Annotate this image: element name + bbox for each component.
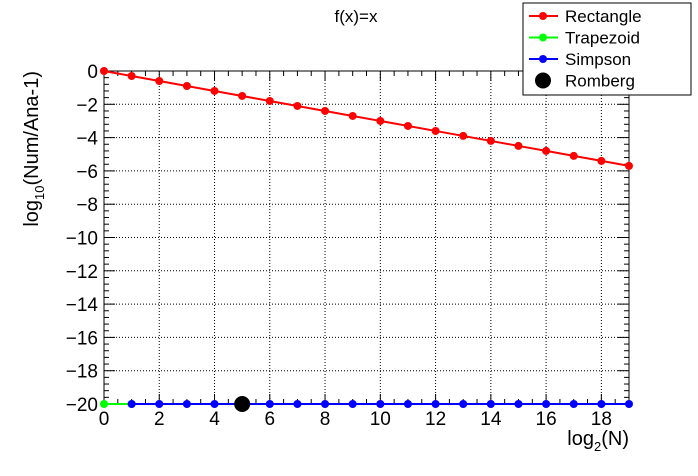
rectangle-point [597,156,606,165]
simpson-point [376,400,385,408]
y-tick-label: −6 [76,162,98,183]
simpson-point [431,400,440,408]
legend-trapezoid-label: Trapezoid [565,29,640,48]
rectangle-point [321,106,330,115]
rectangle-point [155,76,164,85]
rectangle-point [348,111,357,120]
y-axis-label-rest: (Num/Ana-1) [21,71,43,185]
rectangle-point [403,121,412,130]
simpson-point [597,400,606,408]
x-tick-label: 8 [320,409,331,430]
x-tick-label: 14 [480,409,502,430]
y-tick-label: −14 [66,295,99,316]
x-tick-label: 10 [370,409,391,430]
x-axis-label-base: log [567,428,594,450]
x-axis-label: log2(N) [567,428,629,454]
simpson-point [403,400,412,408]
simpson-point [321,400,330,408]
legend-items: Rectangle Trapezoid Simpson Romberg [529,7,642,91]
rectangle-point [376,116,385,125]
rectangle-point [182,81,191,90]
x-tick-label: 12 [425,409,446,430]
y-axis-label: log10(Num/Ana-1) [21,71,47,227]
rectangle-point [210,86,219,95]
legend-simpson-label: Simpson [565,50,631,69]
y-tick-label: −12 [66,262,98,283]
rectangle-point [293,101,302,110]
x-axis-label-rest: (N) [601,428,629,450]
simpson-point [348,400,357,408]
chart-title: f(x)=x [335,7,378,26]
rectangle-point [431,126,440,135]
y-tick-label: −20 [66,395,98,416]
legend-romberg-label: Romberg [565,72,635,91]
y-tick-label: −8 [76,195,98,216]
x-tick-label: 18 [591,409,612,430]
simpson-point [127,400,136,408]
rectangle-point [100,67,108,75]
simpson-point [514,400,523,408]
trapezoid-point [100,400,108,408]
y-tick-label: −10 [66,229,98,250]
simpson-point [210,400,219,408]
simpson-point [459,400,468,408]
x-tick-label: 16 [536,409,557,430]
rectangle-point [459,131,468,140]
y-tick-label: −2 [76,95,98,116]
y-tick-label: −18 [66,362,98,383]
legend-rectangle-label: Rectangle [565,7,642,26]
x-tick-label: 0 [99,409,110,430]
rectangle-point [127,71,136,80]
simpson-point [293,400,302,408]
rectangle-point [238,91,247,100]
simpson-point [155,400,164,408]
legend: Rectangle Trapezoid Simpson Romberg [522,2,692,96]
simpson-point [265,400,274,408]
simpson-point [182,400,191,408]
rectangle-point [625,161,633,170]
y-axis-label-base: log [21,200,43,227]
grid-lines [104,71,629,404]
y-tick-label: −16 [66,328,98,349]
legend-box [522,2,692,96]
y-tick-label: −4 [76,129,98,150]
x-tick-label: 2 [154,409,165,430]
simpson-point [486,400,495,408]
simpson-point [625,400,633,408]
x-axis-label-sub: 2 [594,439,601,454]
romberg-point [234,396,251,412]
x-tick-label: 6 [265,409,276,430]
x-tick-label: 4 [209,409,220,430]
rectangle-line [103,70,630,167]
rectangle-point [569,151,578,160]
tick-labels: 0 2 4 6 8 10 12 14 16 18 0 −2 −4 −6 −8 −10 −12 −14 −16 −18 −… [66,62,612,430]
rectangle-point [486,136,495,145]
series-layer [100,67,633,412]
y-axis-label-sub: 10 [32,185,47,199]
simpson-point [542,400,551,408]
y-tick-label: 0 [87,62,98,83]
legend-romberg-marker [535,72,551,89]
rectangle-point [514,141,523,150]
legend-simpson-marker [539,55,547,63]
legend-rectangle-marker [539,12,547,20]
rectangle-point [265,96,274,105]
rectangle-point [542,146,551,155]
simpson-point [569,400,578,408]
legend-trapezoid-marker [539,33,547,42]
